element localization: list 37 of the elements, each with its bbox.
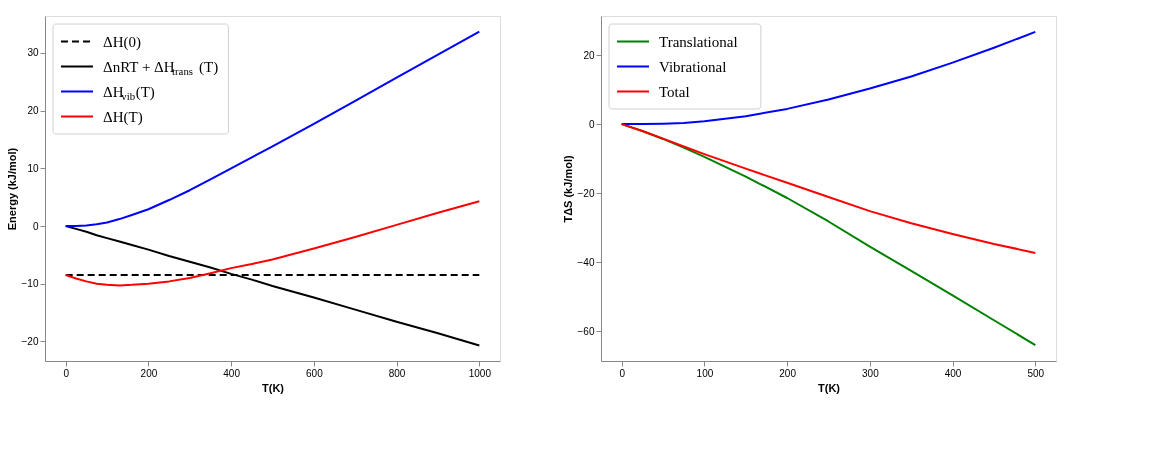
y-tick-label: 0 <box>32 220 39 232</box>
x-tick-label: 600 <box>306 367 324 379</box>
line-series <box>620 123 1037 254</box>
x-tick-label: 100 <box>696 367 714 379</box>
y-tick-label: 30 <box>27 47 39 59</box>
y-axis-title: Energy (kJ/mol) <box>5 147 18 231</box>
y-tick-label: 10 <box>27 162 39 174</box>
x-tick-label: 400 <box>223 367 241 379</box>
x-tick-label: 400 <box>944 367 962 379</box>
x-tick-label: 200 <box>140 367 158 379</box>
x-tick-label: 0 <box>619 367 626 379</box>
y-axis-title: TΔS (kJ/mol) <box>561 155 574 223</box>
y-tick-label: 0 <box>588 118 595 130</box>
y-tick-label: −10 <box>21 278 39 290</box>
x-tick-label: 1000 <box>468 367 492 379</box>
x-axis-title: T(K) <box>262 381 285 394</box>
legend-label: Vibrational <box>659 58 727 75</box>
line-series <box>64 200 481 287</box>
line-series <box>64 225 481 347</box>
x-axis-title: T(K) <box>818 381 841 394</box>
legend-label: Total <box>659 83 690 100</box>
line-series <box>64 30 481 227</box>
y-tick-label: −20 <box>21 335 39 347</box>
y-tick-label: 20 <box>583 49 595 61</box>
x-tick-label: 500 <box>1027 367 1045 379</box>
x-tick-label: 0 <box>63 367 70 379</box>
x-tick-label: 200 <box>779 367 797 379</box>
y-tick-label: −40 <box>577 256 595 268</box>
y-tick-label: 20 <box>27 105 39 117</box>
legend-label: Translational <box>659 33 738 50</box>
legend-label: ΔH(0) <box>103 33 141 51</box>
x-tick-label: 800 <box>388 367 406 379</box>
x-tick-label: 300 <box>862 367 880 379</box>
y-tick-label: −60 <box>577 325 595 337</box>
line-series <box>620 30 1037 126</box>
y-tick-label: −20 <box>577 187 595 199</box>
legend-label: ΔH(T) <box>103 108 143 126</box>
